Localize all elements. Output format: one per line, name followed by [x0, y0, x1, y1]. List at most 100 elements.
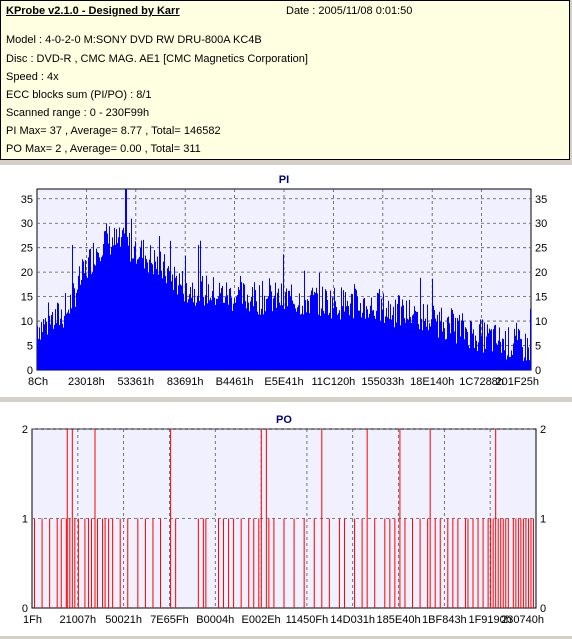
- pi-bar: [311, 290, 312, 370]
- pi-bar: [248, 302, 249, 370]
- pi-bar: [65, 292, 66, 370]
- pi-bar: [401, 306, 402, 370]
- pi-bar: [483, 352, 484, 370]
- pi-bar: [402, 299, 403, 370]
- pi-bar: [265, 311, 266, 370]
- pi-bar: [204, 305, 205, 370]
- pi-bar: [366, 306, 367, 370]
- pi-bar: [230, 287, 231, 370]
- pi-bar: [389, 318, 390, 370]
- pi-bar: [231, 297, 232, 370]
- pi-bar: [524, 357, 525, 370]
- pi-bar: [237, 295, 238, 370]
- pi-bar: [516, 322, 517, 370]
- y-tick-label-right: 0: [540, 603, 546, 615]
- pi-bar: [104, 231, 105, 370]
- pi-bar: [164, 254, 165, 370]
- pi-bar: [179, 273, 180, 370]
- pi-bar: [397, 303, 398, 370]
- pi-bar: [94, 264, 95, 370]
- pi-bar: [138, 258, 139, 370]
- pi-bar: [458, 320, 459, 370]
- pi-bar: [328, 315, 329, 370]
- pi-bar: [96, 248, 97, 370]
- pi-bar: [197, 295, 198, 370]
- y-tick-label-left: 0: [22, 603, 28, 615]
- pi-bar: [325, 289, 326, 370]
- pi-bar: [165, 275, 166, 370]
- pi-bar: [277, 292, 278, 370]
- pi-bar: [227, 295, 228, 370]
- pi-bar: [413, 314, 414, 370]
- pi-bar: [417, 311, 418, 370]
- pi-bar: [302, 305, 303, 370]
- pi-bar: [267, 298, 268, 370]
- pi-bar: [253, 306, 254, 370]
- pi-bar: [67, 312, 68, 370]
- pi-bar: [377, 292, 378, 370]
- pi-bar: [362, 312, 363, 370]
- pi-bar: [157, 256, 158, 370]
- pi-bar: [462, 313, 463, 370]
- pi-bar: [303, 314, 304, 370]
- pi-bar: [198, 245, 199, 370]
- pi-bar: [448, 316, 449, 370]
- pi-bar: [412, 315, 413, 370]
- pi-bar: [190, 287, 191, 370]
- pi-bar: [378, 293, 379, 370]
- pi-bar: [345, 292, 346, 370]
- pi-bar: [352, 294, 353, 370]
- pi-bar: [520, 338, 521, 370]
- pi-bar: [209, 300, 210, 370]
- pi-bar: [261, 308, 262, 370]
- pi-bar: [153, 274, 154, 370]
- pi-bar: [452, 310, 453, 370]
- pi-bar: [214, 297, 215, 370]
- pi-bar: [170, 240, 171, 370]
- pi-bar: [489, 328, 490, 370]
- pi-bar: [415, 310, 416, 370]
- pi-bar: [342, 306, 343, 370]
- pi-bar: [191, 297, 192, 370]
- pi-bar: [488, 333, 489, 370]
- pi-bar: [142, 257, 143, 370]
- pi-bar: [414, 306, 415, 370]
- pi-bar: [476, 340, 477, 370]
- y-tick-label-left: 35: [21, 194, 33, 206]
- pi-bar: [101, 257, 102, 370]
- pi-bar: [117, 243, 118, 370]
- pi-bar: [114, 227, 115, 370]
- pi-bar: [449, 323, 450, 370]
- pi-bar: [56, 323, 57, 370]
- pi-bar: [257, 311, 258, 370]
- pi-bar: [334, 287, 335, 370]
- pi-bar: [280, 305, 281, 370]
- po-chart: PO 0 0 1 1 2 2 1Fh 21007h 50021h 7E65Fh B0004h E002E…: [22, 414, 546, 626]
- pi-bar: [375, 318, 376, 370]
- pi-bar: [358, 310, 359, 370]
- pi-bar: [174, 266, 175, 370]
- pi-bar: [279, 302, 280, 370]
- pi-bar: [239, 289, 240, 370]
- pi-bar: [498, 340, 499, 370]
- pi-bar: [451, 308, 452, 370]
- pi-bar: [109, 226, 110, 370]
- y-tick-label-right: 0: [535, 365, 541, 377]
- pi-bar: [422, 330, 423, 370]
- pi-bar: [137, 259, 138, 370]
- y-tick-label-left: 20: [21, 267, 33, 279]
- pi-bar: [264, 295, 265, 370]
- pi-bar: [155, 261, 156, 370]
- x-tick-label: 18E140h: [410, 376, 454, 388]
- pi-bar: [40, 339, 41, 370]
- x-tick-label: 53361h: [117, 376, 154, 388]
- pi-bar: [431, 319, 432, 370]
- pi-bar: [361, 317, 362, 370]
- pi-bar: [202, 276, 203, 370]
- pi-bar: [365, 318, 366, 370]
- pi-bar: [523, 360, 524, 370]
- pi-bar: [38, 338, 39, 370]
- pi-chart-panel: PI 0 0 5 5 10 10 15 15 20 20 25 25 30 30 35 35 8Ch 23018h 5…: [0, 165, 572, 397]
- pi-bar: [46, 321, 47, 370]
- y-tick-label-left: 10: [21, 316, 33, 328]
